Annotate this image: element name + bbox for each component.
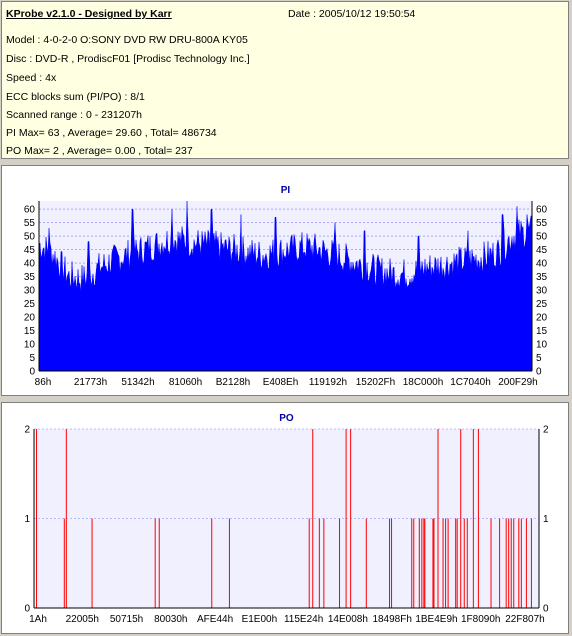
pi-area-series — [38, 200, 533, 372]
pi-xtick: 1C7040h — [450, 377, 491, 388]
pi-ytick-right: 0 — [536, 367, 542, 378]
pi-ytick-left: 55 — [24, 218, 36, 229]
pi-xtick: 21773h — [74, 377, 107, 388]
pi-ytick-left: 0 — [29, 367, 35, 378]
po-summary-line: PO Max= 2 , Average= 0.00 , Total= 237 — [6, 145, 193, 157]
pi-ytick-right: 10 — [536, 340, 548, 351]
disc-line: Disc : DVD-R , ProdiscF01 [Prodisc Techn… — [6, 53, 250, 65]
po-chart-panel: PO 0 0 1 1 2 2 1Ah 22005h 50715h 80030h AFE44h E1E00… — [1, 402, 569, 634]
po-xtick: 18498Fh — [372, 614, 411, 625]
po-xtick: 50715h — [110, 614, 143, 625]
pi-ytick-left: 30 — [24, 286, 36, 297]
range-line: Scanned range : 0 - 231207h — [6, 109, 143, 121]
pi-ytick-right: 30 — [536, 286, 548, 297]
pi-ytick-right: 25 — [536, 299, 548, 310]
po-ytick-right: 2 — [543, 425, 549, 436]
po-xtick: E1E00h — [242, 614, 278, 625]
pi-ytick-right: 55 — [536, 218, 548, 229]
pi-ytick-left: 40 — [24, 259, 36, 270]
pi-ytick-left: 60 — [24, 205, 36, 216]
pi-xtick: 81060h — [169, 377, 202, 388]
pi-ytick-left: 20 — [24, 313, 36, 324]
po-ytick-left: 2 — [24, 425, 30, 436]
po-xtick: 115E24h — [284, 614, 323, 625]
pi-ytick-left: 35 — [24, 272, 36, 283]
po-xtick: 22005h — [66, 614, 99, 625]
info-panel: KProbe v2.1.0 - Designed by Karr Date : … — [1, 1, 569, 159]
pi-ytick-right: 45 — [536, 245, 548, 256]
po-xtick: 1F8090h — [461, 614, 500, 625]
pi-xtick: 15202Fh — [356, 377, 395, 388]
po-xtick: 1BE4E9h — [415, 614, 457, 625]
po-ytick-right: 0 — [543, 604, 549, 615]
po-xtick: 22F807h — [505, 614, 544, 625]
pi-xtick: E408Eh — [263, 377, 299, 388]
po-xtick: 1Ah — [29, 614, 47, 625]
scan-date: Date : 2005/10/12 19:50:54 — [288, 8, 416, 20]
pi-xtick: 86h — [35, 377, 52, 388]
pi-ytick-right: 60 — [536, 205, 548, 216]
pi-xtick: 200F29h — [498, 377, 537, 388]
po-xtick: AFE44h — [197, 614, 233, 625]
pi-chart-panel: PI 0 0 5 5 10 10 15 15 20 20 25 25 30 30 35 35 40 40 45 45 50… — [1, 165, 569, 396]
pi-xtick: 119192h — [309, 377, 347, 388]
pi-ytick-right: 15 — [536, 326, 548, 337]
pi-ytick-right: 35 — [536, 272, 548, 283]
pi-ytick-left: 15 — [24, 326, 36, 337]
pi-summary-line: PI Max= 63 , Average= 29.60 , Total= 486… — [6, 127, 217, 139]
pi-ytick-left: 10 — [24, 340, 36, 351]
pi-ytick-right: 5 — [536, 353, 542, 364]
pi-ytick-right: 20 — [536, 313, 548, 324]
pi-ytick-left: 50 — [24, 232, 36, 243]
po-ytick-left: 0 — [24, 604, 30, 615]
pi-title: PI — [281, 185, 291, 196]
pi-ytick-left: 5 — [29, 353, 35, 364]
speed-line: Speed : 4x — [6, 72, 57, 84]
po-chart: PO 0 0 1 1 2 2 1Ah 22005h 50715h 80030h AFE44h E1E00… — [24, 413, 549, 625]
ecc-line: ECC blocks sum (PI/PO) : 8/1 — [6, 91, 145, 103]
app-title: KProbe v2.1.0 - Designed by Karr — [6, 8, 172, 20]
model-line: Model : 4-0-2-0 O:SONY DVD RW DRU-800A K… — [6, 34, 248, 46]
po-title: PO — [279, 413, 294, 424]
pi-xtick: 51342h — [121, 377, 154, 388]
po-xtick: 80030h — [154, 614, 187, 625]
pi-ytick-right: 40 — [536, 259, 548, 270]
pi-ytick-left: 25 — [24, 299, 36, 310]
po-ytick-left: 1 — [24, 514, 30, 525]
po-xtick: 14E008h — [328, 614, 368, 625]
po-ytick-right: 1 — [543, 514, 549, 525]
pi-ytick-left: 45 — [24, 245, 36, 256]
pi-xtick: B2128h — [216, 377, 250, 388]
pi-xtick: 18C000h — [403, 377, 444, 388]
pi-ytick-right: 50 — [536, 232, 548, 243]
